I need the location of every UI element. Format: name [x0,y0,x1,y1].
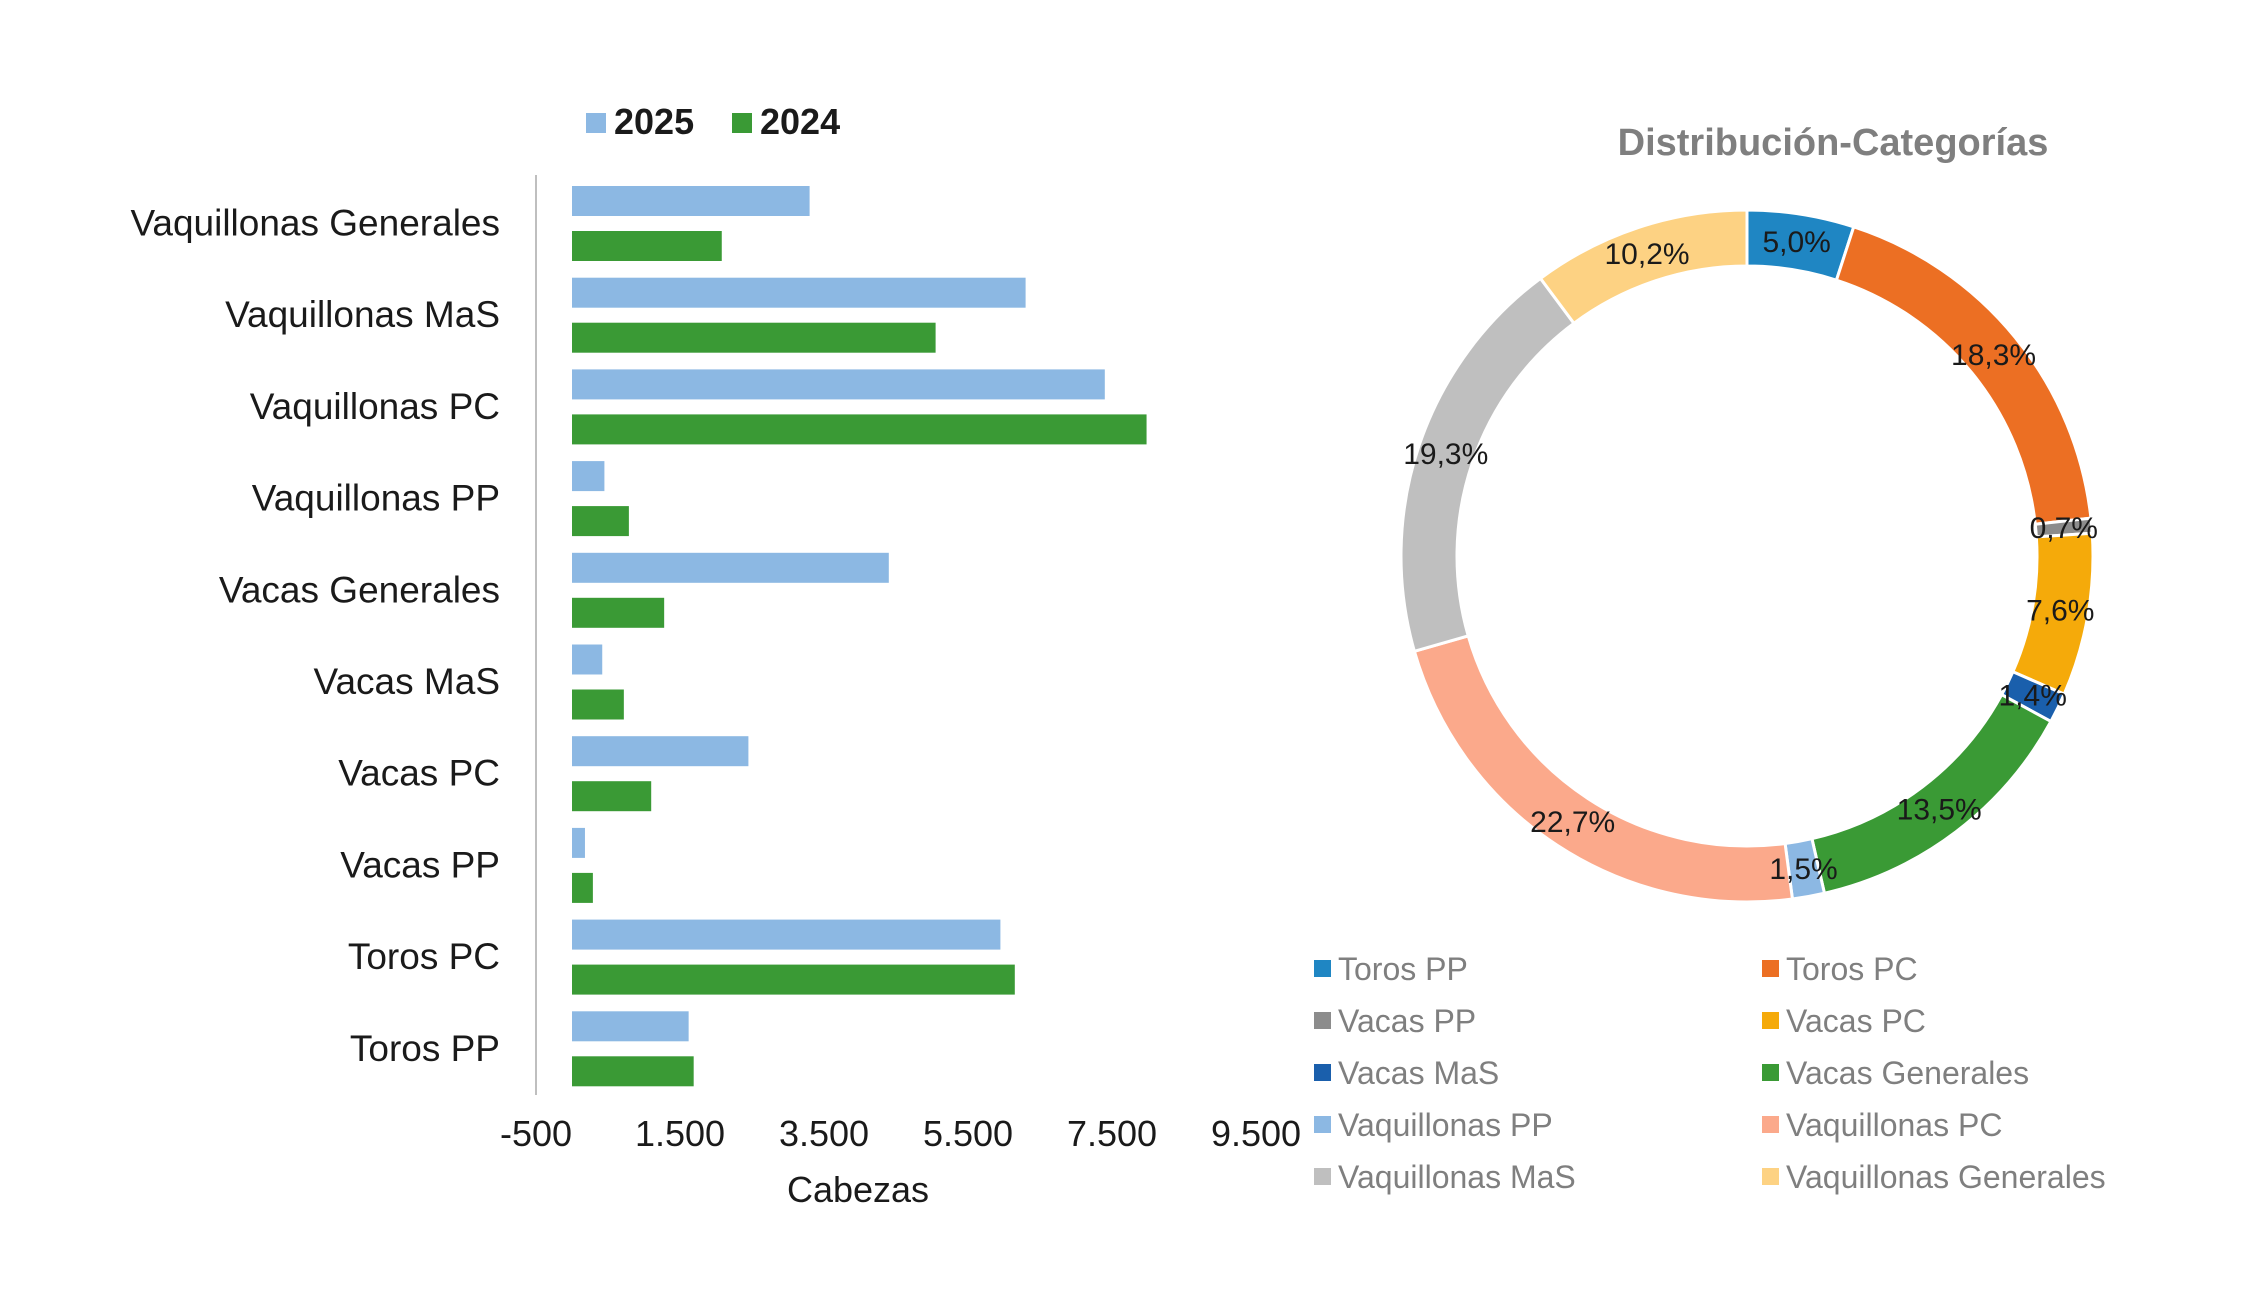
bar-2024-vacas-generales [572,597,665,628]
category-label-toros-pc: Toros PC [348,936,500,977]
bar-marks [572,186,1147,1087]
donut-chart: Distribución-Categorías 5,0% 18,3% 0,7% 7,6… [1314,122,2106,1195]
bar-2025-vaquillonas-pc [572,369,1105,400]
category-label-vaquillonas-pp: Vaquillonas PP [252,478,500,519]
legend-label-vacas-generales: Vacas Generales [1786,1055,2029,1091]
x-tick-3-500: 3.500 [779,1113,869,1154]
x-axis-label: Cabezas [787,1169,929,1210]
category-label-vacas-mas: Vacas MaS [314,661,500,702]
slice-label-vaquillonas-generales: 10,2% [1604,238,1689,271]
bar-2024-vaquillonas-pc [572,414,1147,445]
legend-swatch-2024 [732,113,752,133]
category-labels: Vaquillonas Generales Vaquillonas MaS Vaqu… [130,203,500,1069]
legend-label-vaquillonas-generales: Vaquillonas Generales [1786,1159,2106,1195]
legend-label-vaquillonas-pc: Vaquillonas PC [1786,1107,2002,1143]
legend-label-2024: 2024 [760,101,840,142]
legend-swatch-vacas-generales [1762,1064,1779,1081]
category-label-vaquillonas-generales: Vaquillonas Generales [130,203,500,244]
category-label-vacas-pc: Vacas PC [338,753,500,794]
bar-2024-vacas-pp [572,872,593,903]
slice-vaquillonas-generales [1538,208,1749,326]
category-label-toros-pp: Toros PP [350,1028,500,1069]
x-tick-500: -500 [500,1113,572,1154]
legend-swatch-vacas-pc [1762,1012,1779,1029]
legend-swatch-vaquillonas-pp [1314,1116,1331,1133]
bar-2025-vacas-mas [572,644,603,675]
legend-swatch-vaquillonas-generales [1762,1168,1779,1185]
slice-label-toros-pc: 18,3% [1951,339,2036,372]
slice-label-vaquillonas-pp: 1,5% [1769,853,1837,886]
legend-label-vacas-mas: Vacas MaS [1338,1055,1499,1091]
donut-legend: Toros PP Toros PC Vacas PP Vacas PC Vacas Ma… [1314,951,2106,1195]
bar-2024-vaquillonas-pp [572,506,629,537]
slice-label-vacas-mas: 1,4% [1999,680,2067,713]
bar-2025-vacas-pp [572,827,585,858]
bar-2024-toros-pp [572,1056,694,1087]
legend-swatch-vaquillonas-mas [1314,1168,1331,1185]
donut-value-labels: 5,0% 18,3% 0,7% 7,6% 1,4% 13,5% 1,5% 22,7% 19,3%… [1403,226,2098,886]
legend-swatch-vacas-pp [1314,1012,1331,1029]
slice-label-vaquillonas-mas: 19,3% [1403,438,1488,471]
category-label-vaquillonas-mas: Vaquillonas MaS [225,294,500,335]
category-label-vacas-pp: Vacas PP [340,844,500,885]
legend-label-vacas-pc: Vacas PC [1786,1003,1926,1039]
bar-2025-vaquillonas-pp [572,461,605,492]
slice-label-vacas-pc: 7,6% [2026,595,2094,628]
legend-swatch-2025 [586,113,606,133]
bar-2025-vacas-pc [572,736,749,767]
x-tick-5-500: 5.500 [923,1113,1013,1154]
donut-title: Distribución-Categorías [1618,122,2049,164]
bar-2024-vaquillonas-mas [572,322,936,353]
donut-slices [1399,208,2095,904]
x-tick-1-500: 1.500 [635,1113,725,1154]
legend-swatch-vacas-mas [1314,1064,1331,1081]
bar-2025-toros-pc [572,919,1001,950]
slice-vaquillonas-pc [1412,634,1795,904]
legend-swatch-vaquillonas-pc [1762,1116,1779,1133]
slice-label-vaquillonas-pc: 22,7% [1530,806,1615,839]
x-tick-7-500: 7.500 [1067,1113,1157,1154]
slice-toros-pc [1834,224,2093,526]
x-tick-labels: -500 1.500 3.500 5.500 7.500 9.500 [500,1113,1301,1154]
bar-chart-legend: 2025 2024 [586,101,840,142]
bar-2025-vaquillonas-mas [572,277,1026,308]
bar-2025-vaquillonas-generales [572,186,810,216]
bar-2024-vaquillonas-generales [572,231,722,261]
bar-2025-vacas-generales [572,552,889,583]
legend-label-vacas-pp: Vacas PP [1338,1003,1476,1039]
legend-label-toros-pp: Toros PP [1338,951,1468,987]
slice-label-vacas-pp: 0,7% [2030,512,2098,545]
legend-label-vaquillonas-mas: Vaquillonas MaS [1338,1159,1576,1195]
legend-swatch-toros-pp [1314,960,1331,977]
bar-2024-vacas-mas [572,689,624,720]
legend-label-toros-pc: Toros PC [1786,951,1918,987]
bar-2025-toros-pp [572,1011,689,1042]
slice-label-vacas-generales: 13,5% [1897,793,1982,826]
slice-label-toros-pp: 5,0% [1762,226,1830,259]
legend-label-vaquillonas-pp: Vaquillonas PP [1338,1107,1553,1143]
category-label-vacas-generales: Vacas Generales [219,569,500,610]
legend-swatch-toros-pc [1762,960,1779,977]
bar-chart: 2025 2024 Vaquillonas GeneralesVaquillona… [130,101,1301,1210]
bar-2024-toros-pc [572,964,1015,995]
bar-2024-vacas-pc [572,781,652,812]
x-tick-9-500: 9.500 [1211,1113,1301,1154]
legend-label-2025: 2025 [614,101,694,142]
category-label-vaquillonas-pc: Vaquillonas PC [250,386,500,427]
